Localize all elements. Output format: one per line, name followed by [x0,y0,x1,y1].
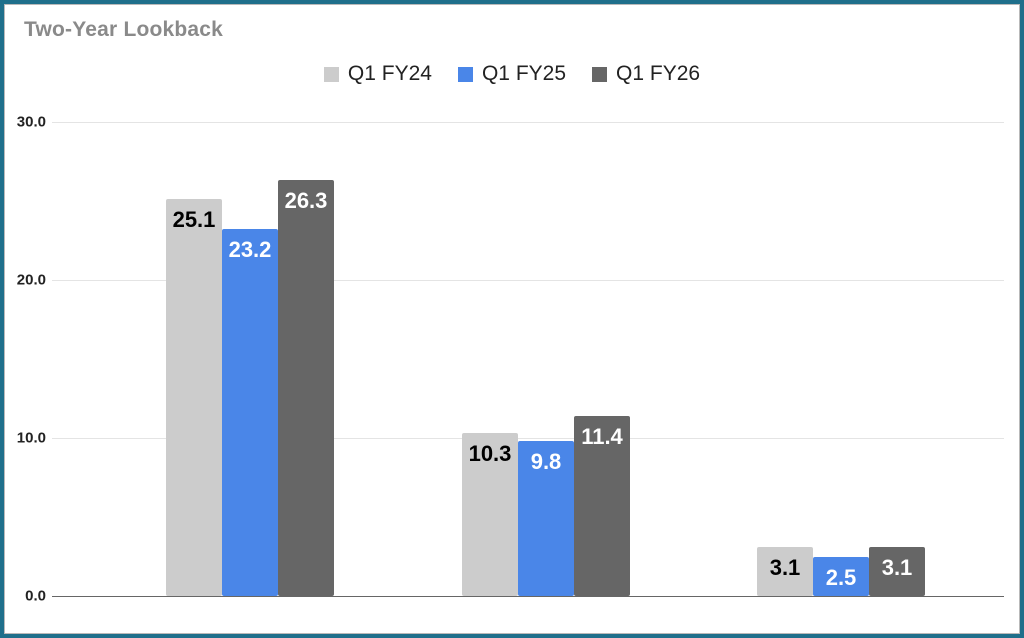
y-axis-tick-label: 0.0 [25,587,46,605]
legend-label: Q1 FY24 [347,62,432,85]
bar[interactable]: 26.3 [278,180,334,596]
legend-item-q1-fy26[interactable]: Q1 FY26 [592,62,700,86]
bar-value-label: 10.3 [468,441,512,467]
bar[interactable]: 3.1 [869,547,925,596]
gridline [52,122,1004,123]
gridline [52,280,1004,281]
bar[interactable]: 23.2 [222,229,278,596]
bar-value-label: 3.1 [769,555,801,581]
bar[interactable]: 2.5 [813,556,869,596]
bar-value-label: 3.1 [881,555,913,581]
legend-label: Q1 FY25 [481,62,567,85]
legend-swatch-icon [592,66,608,82]
bar-value-label: 26.3 [284,188,328,214]
page-title: Two-Year Lookback [24,18,224,41]
gridline [52,438,1004,439]
legend-item-q1-fy25[interactable]: Q1 FY25 [457,62,567,86]
y-axis-tick-label: 30.0 [16,113,46,131]
legend-swatch-icon [457,66,473,82]
legend-item-q1-fy24[interactable]: Q1 FY24 [323,62,432,86]
bar[interactable]: 10.3 [462,433,518,596]
bar-value-label: 25.1 [172,207,216,233]
bar[interactable]: 3.1 [757,547,813,596]
y-axis-tick-label: 20.0 [16,271,46,289]
bar-value-label: 9.8 [530,449,562,475]
legend-swatch-icon [323,66,339,82]
bar[interactable]: 9.8 [518,441,574,596]
bar[interactable]: 25.1 [166,199,222,596]
y-axis-tick-label: 10.0 [16,429,46,447]
legend-label: Q1 FY26 [616,62,701,85]
axis-baseline [52,596,1004,597]
bar-value-label: 23.2 [228,237,272,263]
chart-legend: Q1 FY24 Q1 FY25 Q1 FY26 [4,62,1020,86]
bar[interactable]: 11.4 [574,415,630,596]
bar-value-label: 11.4 [581,423,623,449]
bar-value-label: 2.5 [825,564,857,590]
plot-area: 0.010.020.030.025.123.226.3Product ID - … [17,114,1004,605]
